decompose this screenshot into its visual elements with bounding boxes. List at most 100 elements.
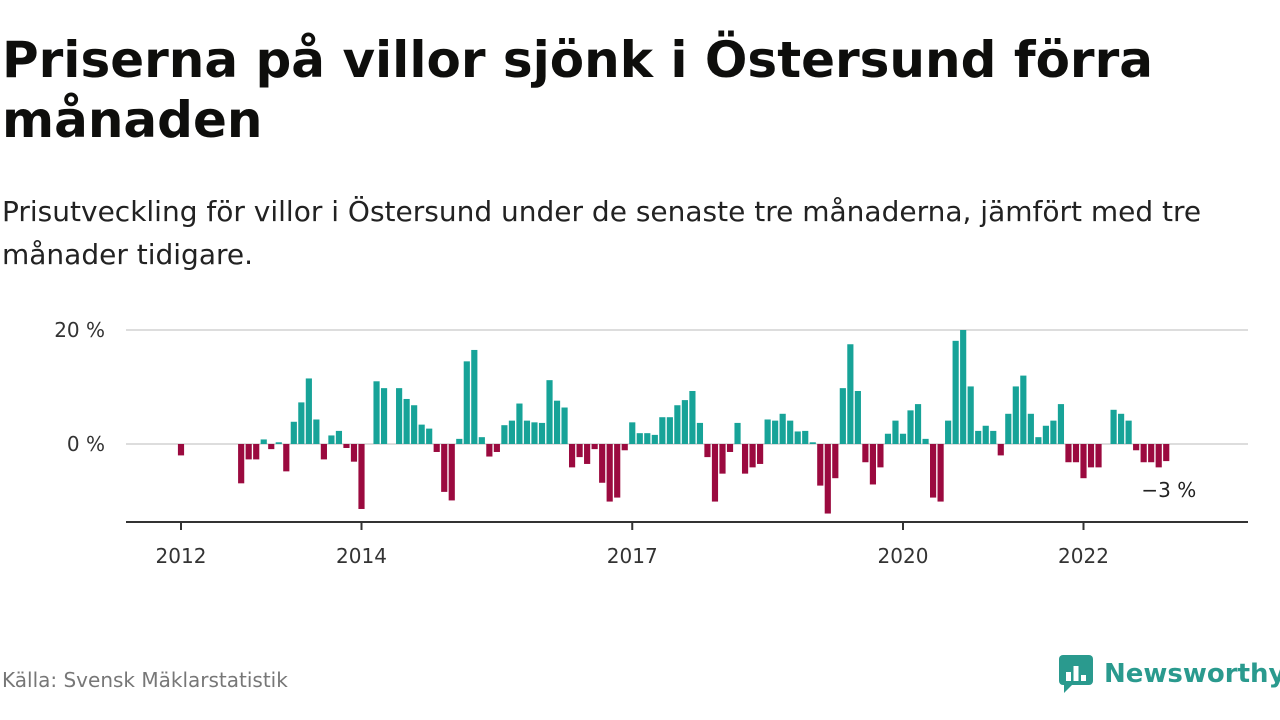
bar-2020-05 xyxy=(929,444,937,498)
bar-2021-03 xyxy=(1005,413,1012,444)
bar-2016-07 xyxy=(584,444,591,464)
bar-2018-08 xyxy=(772,420,779,444)
bar-2016-06 xyxy=(576,444,583,458)
x-tick-label-3: 2020 xyxy=(878,544,929,568)
bar-2019-03 xyxy=(824,444,831,514)
bar-2014-06 xyxy=(396,388,403,444)
bar-2020-07 xyxy=(945,420,952,444)
bar-2012-12 xyxy=(260,439,267,444)
bar-2013-04 xyxy=(290,421,297,444)
bar-2013-01 xyxy=(268,444,275,450)
bar-2015-08 xyxy=(501,425,508,444)
bar-2022-07 xyxy=(1125,420,1132,444)
bar-2018-12 xyxy=(802,430,809,444)
bar-2020-08 xyxy=(952,340,959,444)
x-tick-label-2: 2017 xyxy=(607,544,658,568)
bar-2018-11 xyxy=(794,431,801,444)
bar-2018-04 xyxy=(741,444,749,474)
bar-chart: 0 % 20 % 2012 2014 2017 2020 2022 −3 % xyxy=(54,318,1248,568)
bar-2013-10 xyxy=(335,430,343,444)
bar-2020-01 xyxy=(899,433,907,444)
bar-2020-03 xyxy=(914,404,922,444)
bar-2018-05 xyxy=(749,444,756,468)
bar-2016-08 xyxy=(591,444,598,450)
bar-2018-02 xyxy=(726,444,734,452)
bar-2013-08 xyxy=(320,444,327,460)
bar-2015-01 xyxy=(448,444,455,501)
brand-logo: Newsworthy xyxy=(1058,654,1280,694)
bar-2018-06 xyxy=(757,444,764,464)
bar-2012-11 xyxy=(253,444,260,460)
bar-2015-04 xyxy=(471,349,478,444)
bar-2013-02 xyxy=(275,442,282,444)
bar-2016-03 xyxy=(553,400,561,444)
bar-2017-08 xyxy=(681,400,688,444)
bar-2013-07 xyxy=(313,419,320,444)
bar-2016-12 xyxy=(621,444,628,451)
bar-2016-11 xyxy=(614,444,621,498)
bar-2021-02 xyxy=(997,444,1004,456)
bar-2016-05 xyxy=(568,444,576,468)
axis-layer: 2012 2014 2017 2020 2022 xyxy=(126,521,1248,568)
bar-2016-01 xyxy=(538,422,546,444)
bar-2014-03 xyxy=(373,381,380,444)
bar-2021-07 xyxy=(1035,437,1042,444)
bar-2021-10 xyxy=(1057,404,1065,444)
bar-2022-12 xyxy=(1163,444,1170,462)
bar-2017-09 xyxy=(689,390,696,444)
bar-2020-06 xyxy=(937,444,944,502)
bar-2019-08 xyxy=(862,444,869,463)
bar-2019-05 xyxy=(839,388,846,444)
bar-2021-04 xyxy=(1012,386,1019,444)
bar-2017-12 xyxy=(711,444,719,502)
bar-2021-08 xyxy=(1042,425,1049,444)
bar-2018-07 xyxy=(764,419,771,444)
brand-name: Newsworthy xyxy=(1104,659,1280,689)
bar-2020-12 xyxy=(982,425,989,444)
bar-2022-06 xyxy=(1118,413,1125,444)
bar-2020-09 xyxy=(960,330,967,444)
bar-2014-11 xyxy=(433,444,440,452)
bar-2016-10 xyxy=(606,444,613,502)
bar-2017-04 xyxy=(651,434,658,444)
bar-2014-04 xyxy=(380,388,388,444)
bar-2019-09 xyxy=(869,444,877,485)
x-tick-label-1: 2014 xyxy=(336,544,387,568)
bar-2019-02 xyxy=(817,444,824,486)
bar-2012-01 xyxy=(177,444,185,456)
grid-layer: 0 % 20 % xyxy=(54,318,1248,456)
bar-2015-05 xyxy=(478,437,485,444)
newsworthy-logo-icon xyxy=(1059,655,1093,693)
bar-2014-01 xyxy=(358,444,365,509)
bar-2019-06 xyxy=(847,344,854,444)
bar-2013-03 xyxy=(283,444,290,472)
x-tick-label-0: 2012 xyxy=(156,544,207,568)
page-title: Priserna på villor sjönk i Östersund för… xyxy=(2,31,1153,149)
bar-2016-04 xyxy=(561,407,568,444)
bar-2022-11 xyxy=(1155,444,1162,468)
label-layer: −3 % xyxy=(1141,478,1196,502)
last-value-label: −3 % xyxy=(1141,478,1196,502)
bar-2018-09 xyxy=(779,413,786,444)
bar-2017-06 xyxy=(666,417,673,444)
bar-2020-04 xyxy=(922,438,929,444)
bar-2014-07 xyxy=(403,398,410,444)
bar-2020-10 xyxy=(967,386,974,444)
bar-2022-02 xyxy=(1087,444,1095,468)
bar-2021-01 xyxy=(990,430,997,444)
bar-2013-12 xyxy=(350,444,358,462)
bar-2022-09 xyxy=(1140,444,1147,463)
bar-2017-10 xyxy=(696,422,704,444)
bar-2017-07 xyxy=(674,405,681,444)
bar-2014-09 xyxy=(418,424,425,444)
bar-2015-07 xyxy=(493,444,500,452)
bar-2015-10 xyxy=(516,403,523,444)
bar-2015-06 xyxy=(486,444,493,457)
bar-2021-11 xyxy=(1065,444,1072,463)
bar-2015-12 xyxy=(531,422,538,444)
bar-2022-10 xyxy=(1148,444,1155,463)
bar-2017-03 xyxy=(644,433,651,444)
bar-2022-05 xyxy=(1110,409,1117,444)
bar-2021-09 xyxy=(1050,420,1057,444)
bar-2021-12 xyxy=(1072,444,1080,463)
